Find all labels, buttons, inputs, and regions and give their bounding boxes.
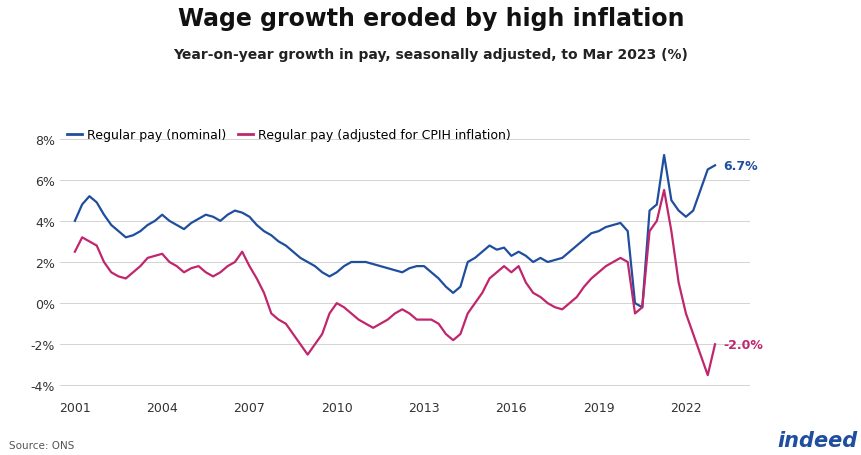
Text: Wage growth eroded by high inflation: Wage growth eroded by high inflation (177, 7, 684, 31)
Text: -2.0%: -2.0% (722, 338, 762, 351)
Legend: Regular pay (nominal), Regular pay (adjusted for CPIH inflation): Regular pay (nominal), Regular pay (adju… (66, 129, 511, 142)
Text: Year-on-year growth in pay, seasonally adjusted, to Mar 2023 (%): Year-on-year growth in pay, seasonally a… (173, 48, 688, 62)
Text: 6.7%: 6.7% (722, 159, 757, 172)
Text: Source: ONS: Source: ONS (9, 440, 74, 450)
Text: indeed: indeed (777, 430, 857, 450)
